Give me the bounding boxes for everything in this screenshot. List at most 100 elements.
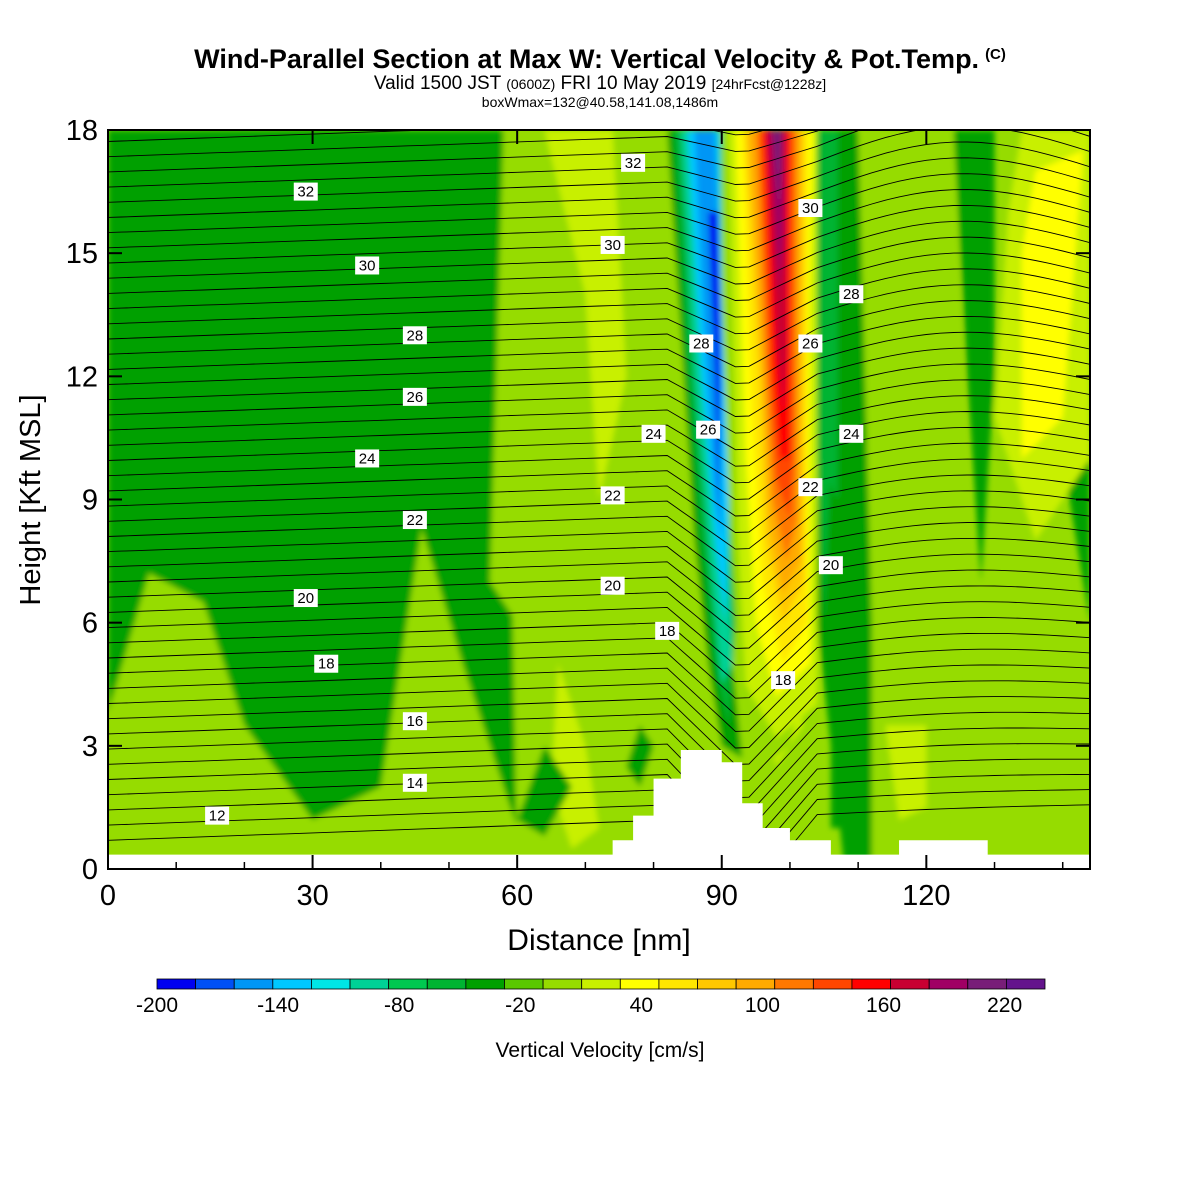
theta-contour-line <box>108 632 1090 716</box>
contour-labels: 32 32 30 30 30 28 28 28 26 26 26 24 24 24 22 22 22 20 20 20… <box>205 153 864 825</box>
theta-contour-line <box>108 426 1090 500</box>
contour-label: 26 <box>700 422 717 439</box>
colorbar-swatch <box>156 978 197 990</box>
theta-contour-line <box>108 347 1090 417</box>
region-weak-lift <box>489 130 545 623</box>
region-lift <box>1021 150 1084 459</box>
colorbar-label: Vertical Velocity [cm/s] <box>496 1039 705 1062</box>
colorbar-swatch <box>812 978 853 990</box>
contour-label: 32 <box>297 184 314 201</box>
colorbar-swatch <box>388 978 428 990</box>
colorbar-swatch <box>311 978 351 990</box>
region-updraft <box>772 130 782 213</box>
contour-label: 28 <box>843 286 860 303</box>
colorbar-swatch <box>967 978 1007 990</box>
region-lift <box>544 130 627 500</box>
theta-contour-line <box>108 130 1090 188</box>
region-lift <box>885 725 927 820</box>
colorbar-tick-label: -80 <box>384 994 414 1017</box>
theta-contour-line <box>108 680 1090 765</box>
contour-label-box <box>402 712 427 731</box>
contour-label: 16 <box>407 713 424 730</box>
theta-contours <box>108 122 1090 867</box>
y-tick-label: 6 <box>82 608 98 640</box>
contour-label-box <box>293 589 318 608</box>
theta-contour-line <box>108 711 1090 799</box>
region-sink <box>626 725 654 787</box>
contour-label-box <box>600 235 625 254</box>
theta-contour-line <box>108 395 1090 467</box>
theta-contour-line <box>108 130 767 142</box>
theta-contour-line <box>108 743 1090 832</box>
theta-contour-line <box>108 122 231 126</box>
y-axis-label: Height [Kft MSL] <box>15 394 47 605</box>
contour-label: 24 <box>359 450 376 467</box>
theta-contour-line <box>108 537 1090 616</box>
theta-contour-line <box>108 789 1090 866</box>
colorbar-tick-label: 40 <box>630 994 653 1017</box>
contour-label-box <box>205 806 230 825</box>
theta-contour-line <box>108 474 1090 550</box>
contour-label-box <box>402 511 427 530</box>
contour-label: 20 <box>823 557 840 574</box>
theta-contour-line <box>108 220 1090 285</box>
contour-label: 12 <box>209 808 226 825</box>
colorbar-swatch <box>851 978 891 990</box>
theta-contour-line <box>108 268 1090 335</box>
theta-contour-line <box>108 727 1090 815</box>
contour-label-box <box>600 486 625 505</box>
valid-utc: (0600Z) <box>506 76 556 92</box>
contour-label: 14 <box>407 775 424 792</box>
theta-contour-line <box>108 141 1090 203</box>
theta-contour-line <box>108 458 1090 533</box>
contour-label-box <box>621 153 646 172</box>
boxwmax-info: boxWmax=132@40.58,141.08,1486m <box>481 94 719 110</box>
theta-contour-line <box>108 379 1090 451</box>
contour-label-box <box>293 182 318 201</box>
contour-label-box <box>402 387 427 406</box>
contour-label: 22 <box>407 512 424 529</box>
colorbar-tick-label: -200 <box>136 994 178 1017</box>
theta-contour-line <box>108 758 1090 848</box>
theta-contour-line <box>108 315 1090 384</box>
theta-contour-line <box>108 664 1090 749</box>
x-axis-label: Distance [nm] <box>507 924 690 957</box>
colorbar-tick-label: 100 <box>745 994 780 1017</box>
theta-contour-line <box>108 157 1090 219</box>
contour-label-box <box>771 671 796 690</box>
colorbar-swatch <box>928 978 969 990</box>
theta-contour-line <box>108 569 1090 649</box>
x-tick-label: 120 <box>902 880 950 912</box>
chart-title: Wind-Parallel Section at Max W: Vertical… <box>194 44 1006 74</box>
contour-label: 28 <box>693 335 710 352</box>
x-tick-label: 0 <box>100 880 116 912</box>
contour-label-box <box>600 576 625 595</box>
colorbar: -200 -140 -80 -20 40 100 160 220 <box>136 978 1046 1017</box>
chart-subtitle: Valid 1500 JST (0600Z) FRI 10 May 2019 [… <box>0 73 1200 95</box>
contour-label: 28 <box>407 327 424 344</box>
y-axis: 0 3 6 9 12 15 18 <box>66 115 1090 886</box>
region-weak-lift <box>858 130 968 869</box>
region-lift <box>551 663 599 849</box>
contour-label: 26 <box>802 335 819 352</box>
contour-label: 22 <box>604 487 621 504</box>
contour-label: 32 <box>625 155 642 172</box>
y-tick-label: 15 <box>66 238 98 270</box>
contour-label: 18 <box>318 656 335 673</box>
theta-contour-line <box>108 300 1090 368</box>
theta-contour-line <box>108 236 1090 301</box>
contour-label-box <box>798 334 823 353</box>
theta-contour-line <box>108 490 1090 567</box>
y-tick-label: 0 <box>82 854 98 886</box>
theta-contour-line <box>108 522 1090 600</box>
contour-label-box <box>355 449 380 468</box>
region-sink <box>517 745 572 837</box>
contour-label-box <box>689 334 714 353</box>
contour-label-box <box>402 326 427 345</box>
theta-contour-line <box>108 411 1090 484</box>
colorbar-swatch <box>581 978 621 990</box>
colorbar-tick-label: -20 <box>505 994 535 1017</box>
region-sink <box>953 130 995 582</box>
contour-label-box <box>696 420 721 439</box>
